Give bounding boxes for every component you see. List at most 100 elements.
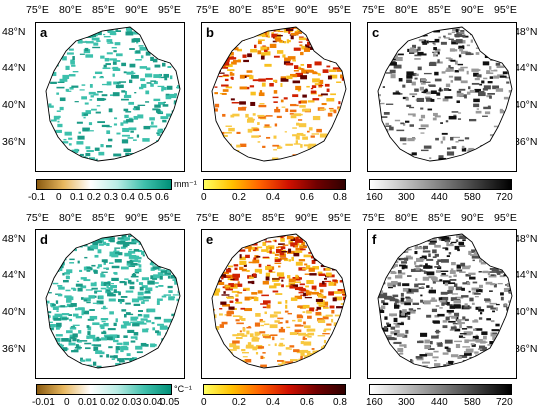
pixel-patch bbox=[345, 356, 346, 359]
pixel-patch bbox=[129, 281, 135, 285]
pixel-patch bbox=[278, 328, 286, 333]
pixel-patch bbox=[48, 157, 56, 161]
pixel-patch bbox=[113, 322, 117, 327]
pixel-patch bbox=[419, 86, 424, 91]
pixel-patch bbox=[487, 105, 491, 109]
pixel-patch bbox=[427, 235, 431, 240]
colorbar-tick: 0.05 bbox=[160, 397, 180, 408]
pixel-patch bbox=[95, 234, 103, 237]
pixel-patch bbox=[73, 234, 80, 236]
pixel-patch bbox=[455, 286, 463, 291]
pixel-patch bbox=[335, 330, 342, 334]
pixel-patch bbox=[438, 157, 446, 160]
pixel-patch bbox=[105, 63, 111, 66]
pixel-patch bbox=[53, 32, 61, 35]
pixel-patch bbox=[496, 65, 505, 69]
pixel-patch bbox=[139, 234, 146, 237]
pixel-patch bbox=[453, 299, 461, 304]
pixel-patch bbox=[319, 358, 322, 361]
pixel-patch bbox=[330, 139, 336, 141]
pixel-patch bbox=[213, 38, 218, 42]
pixel-patch bbox=[225, 86, 233, 89]
pixel-patch bbox=[316, 306, 322, 310]
pixel-patch bbox=[414, 265, 423, 267]
pixel-patch bbox=[380, 72, 385, 75]
pixel-patch bbox=[100, 287, 106, 290]
pixel-patch bbox=[172, 320, 176, 322]
pixel-patch bbox=[451, 241, 457, 244]
pixel-patch bbox=[434, 115, 441, 118]
pixel-patch bbox=[154, 104, 161, 108]
pixel-patch bbox=[484, 42, 489, 45]
pixel-patch bbox=[163, 101, 166, 104]
pixel-patch bbox=[262, 306, 267, 309]
pixel-patch bbox=[445, 83, 451, 88]
pixel-patch bbox=[392, 283, 396, 288]
pixel-patch bbox=[258, 78, 266, 82]
pixel-patch bbox=[236, 242, 244, 245]
pixel-patch bbox=[89, 309, 95, 311]
pixel-patch bbox=[304, 289, 309, 292]
pixel-patch bbox=[461, 336, 466, 339]
pixel-patch bbox=[269, 246, 272, 250]
pixel-patch bbox=[382, 256, 390, 258]
pixel-patch bbox=[60, 240, 64, 242]
pixel-patch bbox=[407, 27, 412, 32]
pixel-patch bbox=[257, 135, 261, 137]
pixel-patch bbox=[498, 240, 502, 244]
pixel-patch bbox=[287, 56, 296, 60]
pixel-patch bbox=[409, 310, 416, 314]
pixel-patch bbox=[434, 253, 439, 257]
pixel-patch bbox=[257, 346, 265, 349]
pixel-patch bbox=[456, 100, 460, 104]
colorbar-tick: 160 bbox=[366, 397, 383, 408]
colorbar-tick: 0.4 bbox=[121, 192, 135, 203]
pixel-patch bbox=[125, 152, 130, 156]
pixel-patch bbox=[428, 41, 437, 43]
pixel-patch bbox=[276, 115, 282, 119]
pixel-patch bbox=[473, 150, 478, 153]
pixel-patch bbox=[448, 75, 454, 78]
pixel-patch bbox=[264, 51, 271, 56]
panel-label: d bbox=[40, 232, 48, 247]
pixel-patch bbox=[168, 290, 173, 294]
pixel-patch bbox=[418, 287, 425, 289]
pixel-patch bbox=[499, 75, 507, 78]
pixel-patch bbox=[320, 259, 324, 264]
pixel-patch bbox=[338, 27, 341, 32]
pixel-patch bbox=[466, 53, 474, 55]
pixel-patch bbox=[216, 242, 221, 246]
pixel-patch bbox=[236, 131, 241, 134]
pixel-patch bbox=[450, 242, 453, 245]
pixel-patch bbox=[147, 280, 155, 285]
pixel-patch bbox=[303, 144, 310, 147]
pixel-patch bbox=[92, 46, 101, 49]
pixel-patch bbox=[153, 250, 158, 254]
pixel-patch bbox=[483, 106, 491, 110]
pixel-patch bbox=[86, 238, 91, 241]
pixel-patch bbox=[340, 74, 346, 79]
pixel-patch bbox=[475, 306, 481, 310]
pixel-patch bbox=[68, 48, 74, 51]
lon-tick: 95°E bbox=[158, 4, 181, 16]
pixel-patch bbox=[261, 34, 267, 38]
pixel-patch bbox=[378, 272, 382, 274]
pixel-patch bbox=[318, 364, 322, 367]
pixel-patch bbox=[65, 289, 71, 292]
pixel-patch bbox=[157, 272, 164, 276]
pixel-patch bbox=[79, 269, 83, 272]
pixel-patch bbox=[161, 351, 167, 355]
pixel-patch bbox=[182, 82, 186, 85]
pixel-patch bbox=[400, 292, 404, 297]
pixel-patch bbox=[290, 35, 294, 40]
lat-tick: 44°N bbox=[514, 62, 538, 74]
pixel-patch bbox=[95, 350, 103, 354]
pixel-patch bbox=[232, 246, 239, 251]
pixel-patch bbox=[167, 51, 174, 53]
pixel-patch bbox=[493, 245, 499, 250]
pixel-patch bbox=[46, 277, 51, 280]
pixel-patch bbox=[440, 296, 449, 301]
pixel-patch bbox=[304, 263, 308, 266]
pixel-patch bbox=[253, 257, 257, 260]
pixel-patch bbox=[82, 310, 90, 315]
